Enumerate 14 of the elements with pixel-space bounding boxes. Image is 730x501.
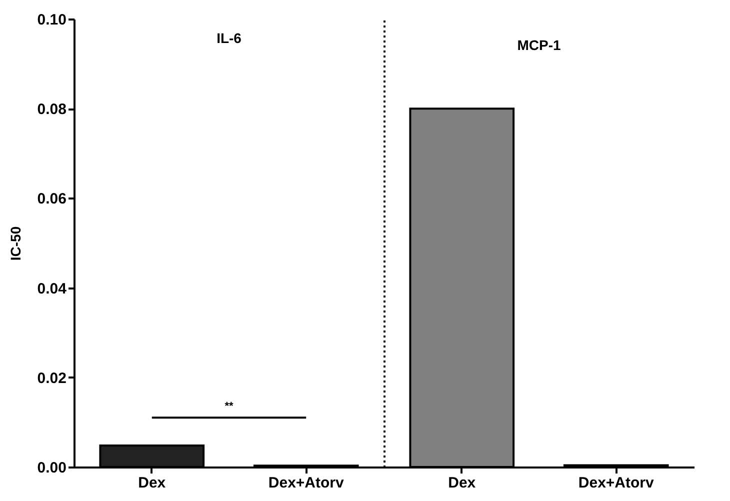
x-tick-label: Dex [138,474,166,492]
y-tick-label: 0.08 [37,101,66,118]
y-tick-label: 0.06 [37,190,66,208]
x-tick-label: Dex [448,474,476,492]
y-tick-label: 0.10 [37,12,66,28]
x-tick-label: Dex+Atorv [268,474,344,492]
x-tick-label: Dex+Atorv [578,474,654,492]
text: IL-6 [216,30,242,46]
y-axis-title: IC-50 [7,226,24,261]
text: MCP-1 [517,37,561,53]
y-tick-label: 0.04 [37,280,68,298]
annotation: ** [224,400,234,413]
y-tick-label: 0.00 [37,460,66,476]
y-tick-label: 0.02 [37,370,66,387]
